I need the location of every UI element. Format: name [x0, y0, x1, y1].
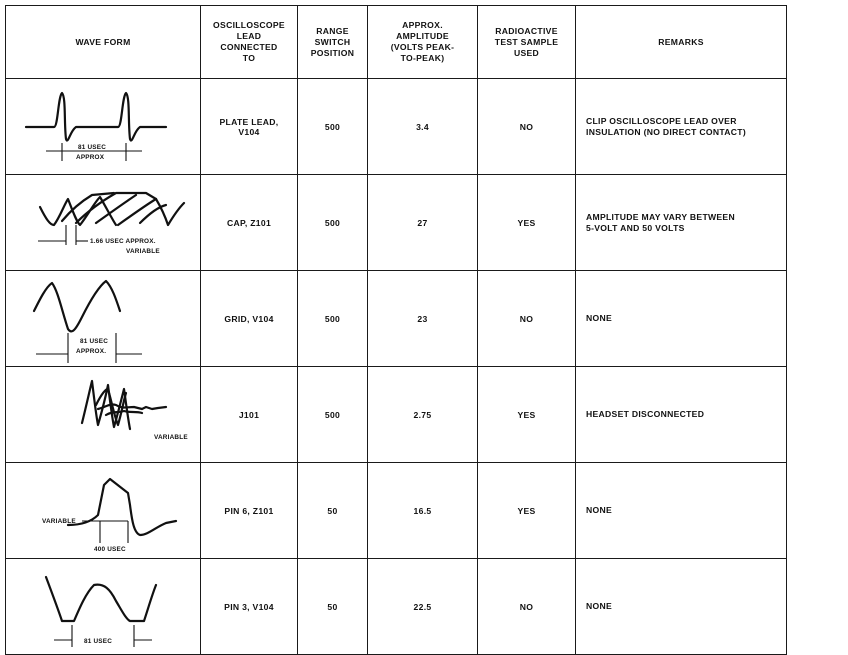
header-row: WAVE FORM OSCILLOSCOPE LEAD CONNECTED TO…: [5, 5, 787, 79]
remarks-cell: AMPLITUDE MAY VARY BETWEEN 5-VOLT AND 50…: [575, 174, 787, 271]
remarks-cell: NONE: [575, 270, 787, 367]
radioactive-cell: NO: [477, 78, 576, 175]
lead-cell: CAP, Z101: [200, 174, 298, 271]
table-row: VARIABLE J101 500 2.75 YES HEADSET DISCO…: [5, 366, 787, 463]
wave-label: 81 USEC: [84, 638, 112, 645]
lead-cell: PLATE LEAD, V104: [200, 78, 298, 175]
wave-label: VARIABLE: [42, 518, 76, 525]
table-row: VARIABLE 400 USEC PIN 6, Z101 50 16.5 YE…: [5, 462, 787, 559]
waveform-pin6-z101: VARIABLE 400 USEC: [42, 477, 178, 553]
range-cell: 500: [297, 270, 368, 367]
waveform-cell: 1.66 USEC APPROX. VARIABLE: [5, 174, 201, 271]
wave-label: 81 USEC: [78, 144, 106, 151]
waveform-cell: VARIABLE 400 USEC: [5, 462, 201, 559]
lead-cell: PIN 6, Z101: [200, 462, 298, 559]
header-lead: OSCILLOSCOPE LEAD CONNECTED TO: [200, 5, 298, 79]
waveform-table: WAVE FORM OSCILLOSCOPE LEAD CONNECTED TO…: [5, 5, 787, 655]
lead-cell: J101: [200, 366, 298, 463]
radioactive-cell: YES: [477, 366, 576, 463]
table-row: 81 USEC APPROX. GRID, V104 500 23 NO NON…: [5, 270, 787, 367]
range-cell: 50: [297, 462, 368, 559]
waveform-cell: VARIABLE: [5, 366, 201, 463]
table-row: 1.66 USEC APPROX. VARIABLE CAP, Z101 500…: [5, 174, 787, 271]
table-row: 81 USEC APPROX PLATE LEAD, V104 500 3.4 …: [5, 78, 787, 175]
amplitude-cell: 22.5: [367, 558, 478, 655]
amplitude-cell: 23: [367, 270, 478, 367]
waveform-pin3-v104: 81 USEC: [44, 575, 158, 647]
table-row: 81 USEC PIN 3, V104 50 22.5 NO NONE: [5, 558, 787, 655]
waveform-grid-v104: 81 USEC APPROX.: [32, 279, 142, 363]
wave-label: 81 USEC: [80, 338, 108, 345]
waveform-cell: 81 USEC: [5, 558, 201, 655]
lead-cell: GRID, V104: [200, 270, 298, 367]
amplitude-cell: 16.5: [367, 462, 478, 559]
range-cell: 50: [297, 558, 368, 655]
range-cell: 500: [297, 366, 368, 463]
waveform-cell: 81 USEC APPROX.: [5, 270, 201, 367]
wave-label: 400 USEC: [94, 546, 126, 553]
waveform-cell: 81 USEC APPROX: [5, 78, 201, 175]
radioactive-cell: NO: [477, 558, 576, 655]
range-cell: 500: [297, 174, 368, 271]
lead-cell: PIN 3, V104: [200, 558, 298, 655]
remarks-cell: NONE: [575, 462, 787, 559]
remarks-cell: NONE: [575, 558, 787, 655]
waveform-plate-lead: 81 USEC APPROX: [24, 91, 168, 161]
header-amplitude: APPROX. AMPLITUDE (VOLTS PEAK- TO-PEAK): [367, 5, 478, 79]
header-wave-form: WAVE FORM: [5, 5, 201, 79]
remarks-cell: CLIP OSCILLOSCOPE LEAD OVER INSULATION (…: [575, 78, 787, 175]
remarks-cell: HEADSET DISCONNECTED: [575, 366, 787, 463]
wave-label: VARIABLE: [154, 434, 188, 441]
header-range: RANGE SWITCH POSITION: [297, 5, 368, 79]
header-radioactive: RADIOACTIVE TEST SAMPLE USED: [477, 5, 576, 79]
wave-label: APPROX.: [76, 348, 106, 355]
radioactive-cell: YES: [477, 174, 576, 271]
wave-label: 1.66 USEC APPROX.: [90, 238, 156, 245]
radioactive-cell: NO: [477, 270, 576, 367]
radioactive-cell: YES: [477, 462, 576, 559]
wave-label: APPROX: [76, 154, 105, 161]
range-cell: 500: [297, 78, 368, 175]
waveform-j101: VARIABLE: [80, 379, 188, 441]
amplitude-cell: 3.4: [367, 78, 478, 175]
amplitude-cell: 27: [367, 174, 478, 271]
waveform-cap-z101: 1.66 USEC APPROX. VARIABLE: [38, 191, 186, 255]
amplitude-cell: 2.75: [367, 366, 478, 463]
header-remarks: REMARKS: [575, 5, 787, 79]
wave-label: VARIABLE: [126, 248, 160, 255]
